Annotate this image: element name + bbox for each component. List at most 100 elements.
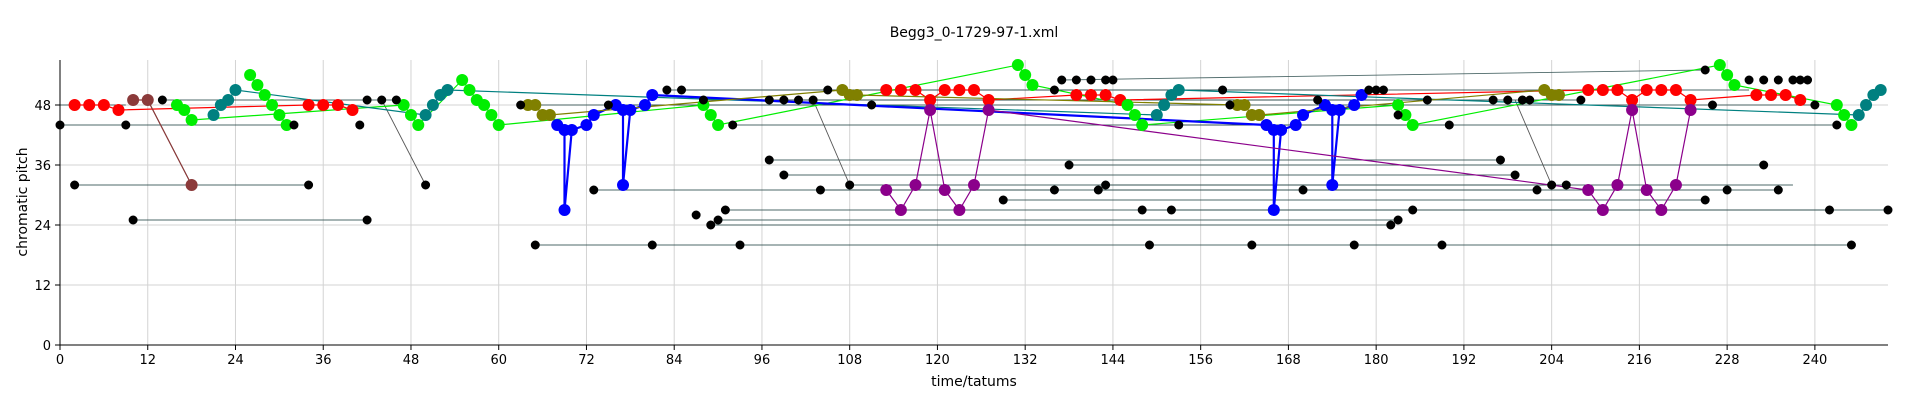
brown-point [127,94,140,106]
black-point [1773,185,1783,195]
y-axis-label: chromatic pitch [15,147,31,256]
black-point [1825,205,1835,215]
purple-point [1684,104,1697,116]
chart-title: Begg3_0-1729-97-1.xml [890,25,1059,41]
black-point [1561,180,1571,190]
black-point [1166,205,1176,215]
black-point [779,95,789,105]
teal-point [1860,99,1873,111]
x-tick-label: 192 [1451,353,1476,368]
blue-point [1348,99,1361,111]
purple-point [968,179,980,191]
teal-point [1158,99,1171,111]
x-tick-label: 120 [925,353,950,368]
x-axis-label: time/tatums [931,374,1017,390]
black-point [1744,75,1754,85]
black-point [1386,220,1396,230]
black-point [1444,120,1454,130]
red-point [1596,84,1609,96]
black-point [589,185,599,195]
ticks-layer: 0 12 24 36 48 60 72 84 96 108 120 132 144 156 168 180 19… [34,99,1827,368]
red-point [968,84,980,96]
black-point [1883,205,1893,215]
black-point [1393,110,1403,120]
red-point [331,99,344,111]
black-point [1532,185,1542,195]
blue-point [1289,119,1302,131]
black-point [764,95,774,105]
purple-point [1669,179,1682,191]
black-point [1174,120,1184,130]
green-point [704,109,717,121]
blue-point [580,119,593,131]
purple-point [894,204,907,216]
red-point [938,84,951,96]
teal-point [1852,109,1865,121]
black-point [1349,240,1359,250]
black-point [1759,160,1769,170]
x-tick-label: 204 [1539,353,1564,368]
red-point [1640,84,1653,96]
black-point [1064,160,1074,170]
black-point [362,95,372,105]
green-point [397,99,410,111]
black-point [1503,95,1513,105]
blue-point [624,104,637,116]
black-point [1547,180,1557,190]
black-point [1803,75,1813,85]
black-point [1393,215,1403,225]
red-point [894,84,907,96]
black-point [1049,185,1059,195]
green-point [712,119,725,131]
black-point [1810,100,1820,110]
slanted-connector-line [812,99,851,186]
black-point [603,100,613,110]
black-point [128,215,138,225]
sustain-line [1061,69,1706,81]
green-point [1721,69,1734,81]
y-tick-label: 36 [34,159,51,174]
purple-point [1611,179,1624,191]
black-point [289,120,299,130]
olive-point [1552,89,1565,101]
black-point [1313,95,1323,105]
black-point [1722,185,1732,195]
x-tick-label: 24 [227,353,244,368]
olive-point [851,89,864,101]
black-point [720,205,730,215]
red-point [1626,94,1639,106]
red-point [1084,89,1097,101]
red-point [346,104,359,116]
green-point [273,109,286,121]
purple-point [924,104,937,116]
blue-point [587,109,600,121]
x-tick-label: 132 [1013,353,1038,368]
red-point [1750,89,1763,101]
black-point [845,180,855,190]
black-point [1846,240,1856,250]
black-point [1488,95,1498,105]
red-point [1070,89,1083,101]
teal-point [207,109,220,121]
black-point [304,180,314,190]
green-point [251,79,264,91]
purple-point [1640,184,1653,196]
red-point [982,94,995,106]
x-tick-label: 96 [754,353,771,368]
black-point [677,85,687,95]
black-point [815,185,825,195]
black-point [647,240,657,250]
x-tick-label: 60 [490,353,507,368]
red-point [1684,94,1697,106]
black-point [1795,75,1805,85]
green-point [463,84,476,96]
green-point [258,89,271,101]
black-point [1101,180,1111,190]
green-point [185,114,198,126]
y-tick-label: 48 [34,99,51,114]
red-point [83,99,96,111]
green-point [1136,119,1149,131]
black-point [530,240,540,250]
slanted-connector-line [1514,99,1553,186]
black-point [516,100,526,110]
